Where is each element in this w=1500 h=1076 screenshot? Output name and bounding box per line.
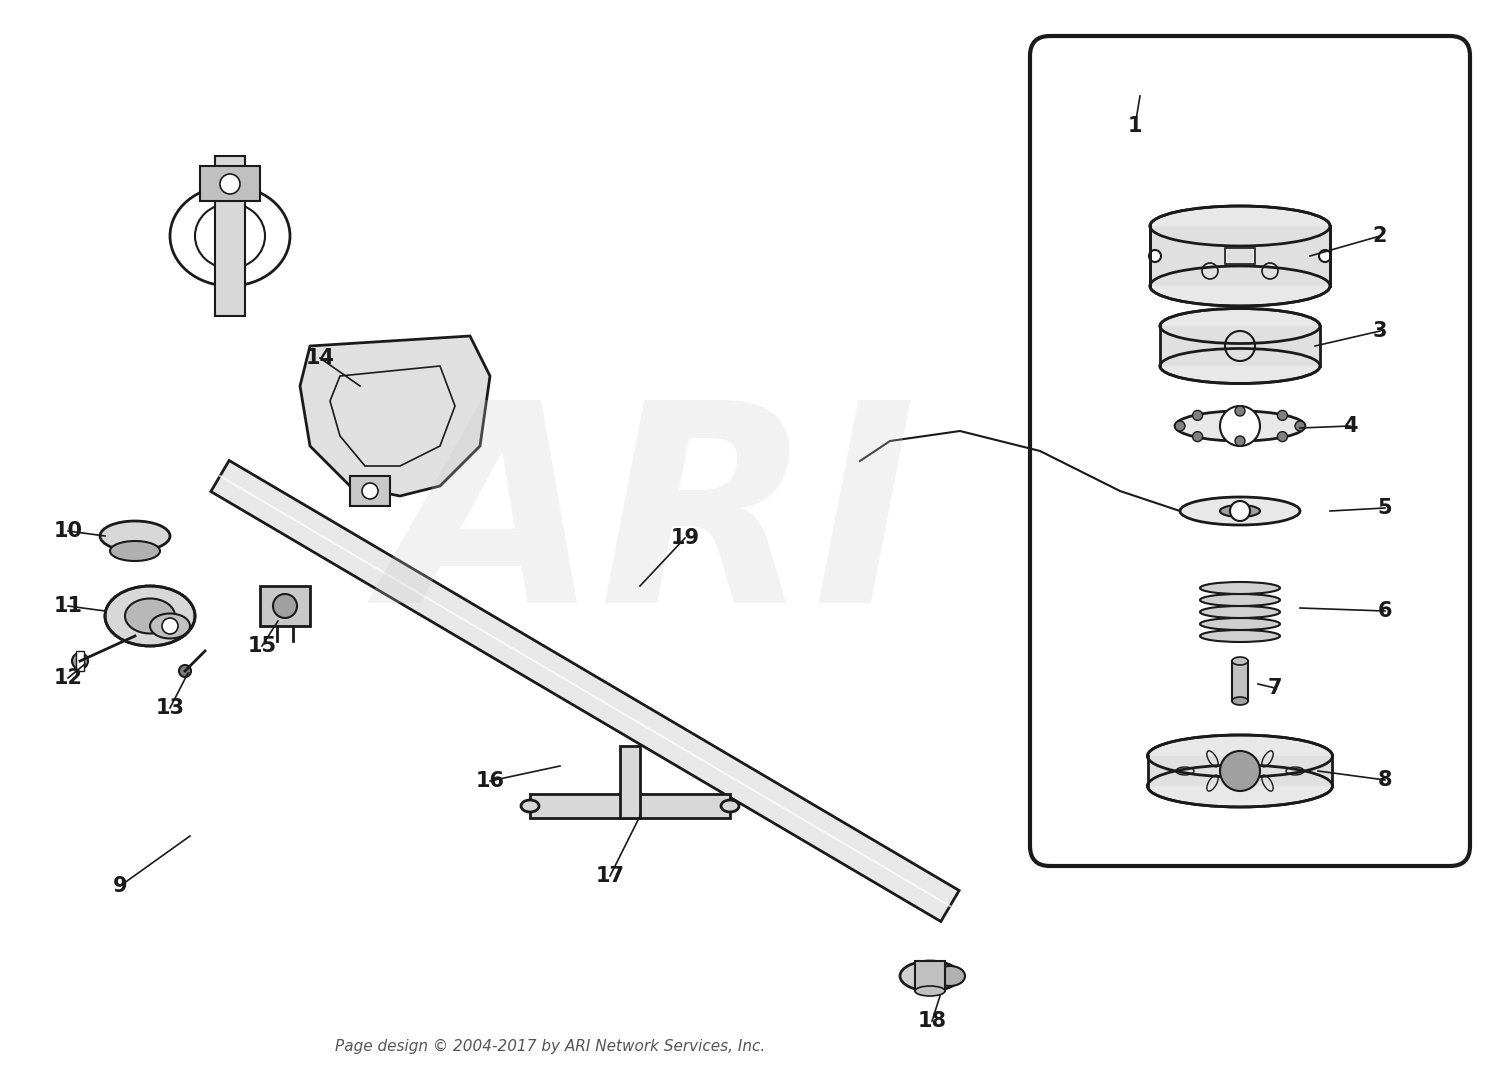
Circle shape	[1278, 431, 1287, 441]
Polygon shape	[1148, 756, 1332, 785]
Polygon shape	[1160, 326, 1320, 366]
Ellipse shape	[1180, 497, 1300, 525]
Circle shape	[362, 483, 378, 499]
Ellipse shape	[124, 598, 176, 634]
Ellipse shape	[1200, 594, 1280, 606]
Circle shape	[1192, 410, 1203, 421]
Polygon shape	[530, 794, 730, 818]
Text: 15: 15	[248, 636, 276, 656]
Text: 3: 3	[1372, 321, 1388, 341]
Text: 16: 16	[476, 771, 504, 791]
Ellipse shape	[1160, 309, 1320, 343]
Text: 18: 18	[918, 1011, 946, 1031]
Polygon shape	[211, 461, 958, 921]
Circle shape	[1318, 250, 1330, 261]
Text: 11: 11	[54, 596, 82, 615]
Ellipse shape	[1160, 349, 1320, 383]
Ellipse shape	[520, 799, 538, 812]
Ellipse shape	[150, 613, 190, 638]
Text: 17: 17	[596, 866, 624, 886]
Text: 19: 19	[670, 528, 699, 548]
Ellipse shape	[110, 541, 160, 561]
Polygon shape	[300, 336, 490, 496]
Circle shape	[1174, 421, 1185, 431]
FancyBboxPatch shape	[1030, 36, 1470, 866]
Circle shape	[1220, 406, 1260, 445]
Circle shape	[1234, 406, 1245, 416]
Bar	[260, 586, 310, 626]
Text: 12: 12	[54, 668, 82, 688]
Circle shape	[1192, 431, 1203, 441]
Polygon shape	[620, 746, 640, 818]
Circle shape	[1220, 751, 1260, 791]
Text: 2: 2	[1372, 226, 1388, 246]
Circle shape	[220, 174, 240, 194]
Ellipse shape	[900, 961, 960, 991]
Text: Page design © 2004-2017 by ARI Network Services, Inc.: Page design © 2004-2017 by ARI Network S…	[334, 1038, 765, 1053]
Circle shape	[72, 653, 88, 669]
Ellipse shape	[915, 986, 945, 996]
Bar	[1226, 247, 1256, 264]
Ellipse shape	[1200, 618, 1280, 631]
Ellipse shape	[1232, 697, 1248, 705]
Text: 9: 9	[112, 876, 128, 896]
Ellipse shape	[1232, 657, 1248, 665]
Circle shape	[273, 594, 297, 618]
Bar	[214, 156, 244, 316]
Circle shape	[1294, 421, 1305, 431]
Ellipse shape	[1200, 631, 1280, 642]
Text: 1: 1	[1128, 116, 1143, 136]
Ellipse shape	[105, 586, 195, 646]
Ellipse shape	[1148, 735, 1332, 777]
Circle shape	[1230, 501, 1250, 521]
Text: 6: 6	[1377, 601, 1392, 621]
Circle shape	[1234, 436, 1245, 445]
Text: ARI: ARI	[384, 391, 916, 661]
Ellipse shape	[1150, 266, 1330, 306]
Bar	[350, 476, 390, 506]
Bar	[915, 961, 945, 991]
Text: 8: 8	[1377, 770, 1392, 790]
Circle shape	[1278, 410, 1287, 421]
Text: 13: 13	[156, 698, 184, 718]
Ellipse shape	[722, 799, 740, 812]
Ellipse shape	[1150, 206, 1330, 246]
Ellipse shape	[1200, 582, 1280, 594]
Text: 10: 10	[54, 521, 82, 541]
Bar	[76, 651, 84, 671]
Circle shape	[178, 665, 190, 677]
Text: 5: 5	[1377, 498, 1392, 518]
Text: 4: 4	[1342, 416, 1358, 436]
Ellipse shape	[1200, 606, 1280, 618]
Ellipse shape	[1220, 505, 1260, 516]
Ellipse shape	[1148, 765, 1332, 807]
Circle shape	[1149, 250, 1161, 261]
Ellipse shape	[1174, 411, 1305, 441]
Circle shape	[162, 618, 178, 634]
Bar	[1232, 661, 1248, 700]
Text: 7: 7	[1268, 678, 1282, 698]
Ellipse shape	[100, 521, 170, 551]
Polygon shape	[1150, 226, 1330, 286]
Text: 14: 14	[306, 348, 334, 368]
Ellipse shape	[934, 966, 964, 986]
Bar	[200, 166, 260, 201]
